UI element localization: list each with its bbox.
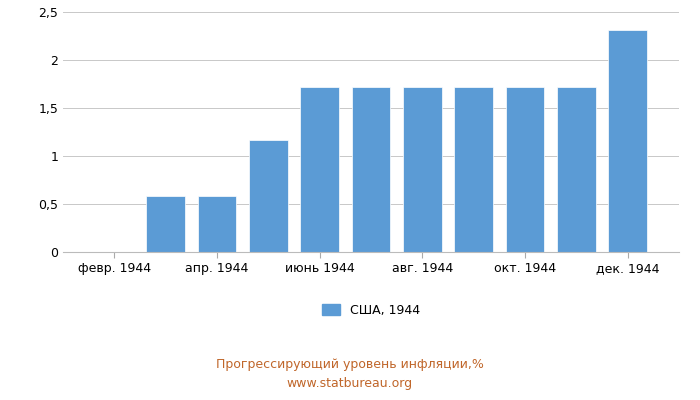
Bar [249, 140, 288, 252]
Bar [557, 87, 596, 252]
Bar [351, 87, 391, 252]
Bar [300, 87, 339, 252]
Bar [403, 87, 442, 252]
Bar [197, 196, 237, 252]
Bar [146, 196, 185, 252]
Legend: США, 1944: США, 1944 [316, 299, 426, 322]
Text: Прогрессирующий уровень инфляции,%
www.statbureau.org: Прогрессирующий уровень инфляции,% www.s… [216, 358, 484, 390]
Bar [505, 87, 545, 252]
Bar [454, 87, 493, 252]
Bar [608, 30, 647, 252]
